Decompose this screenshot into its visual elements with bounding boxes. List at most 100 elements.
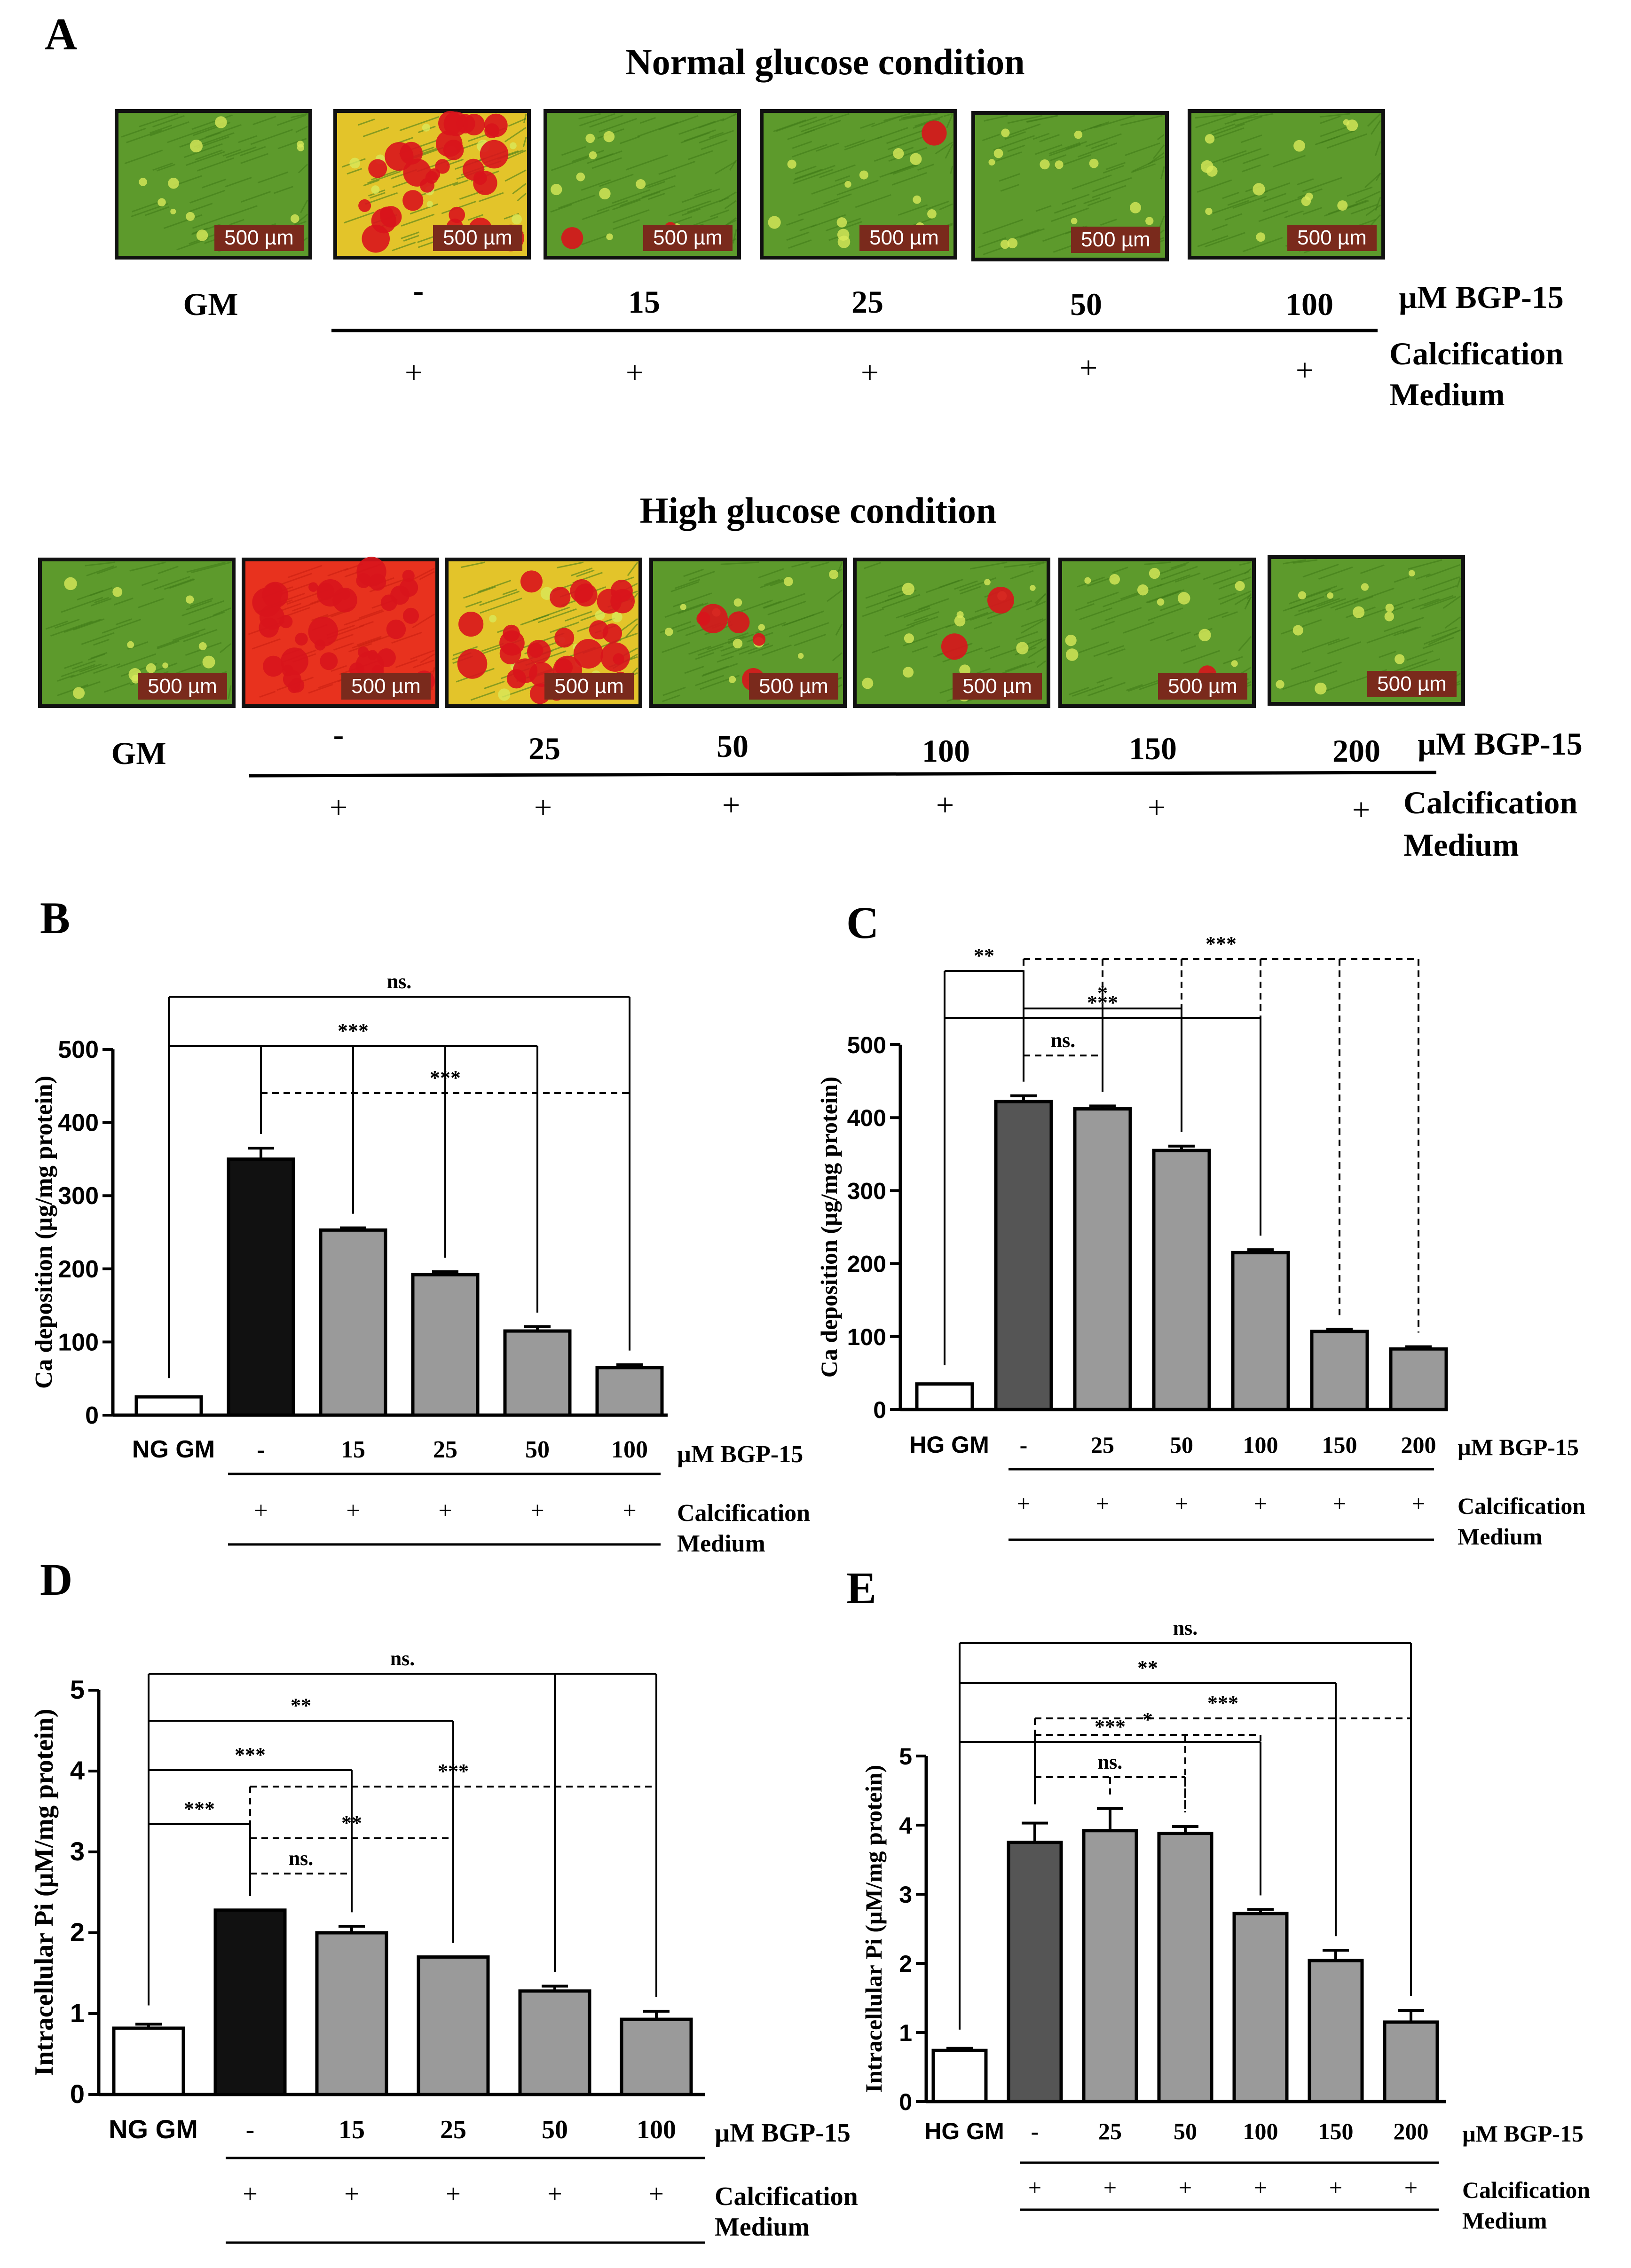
significance-label: * — [1097, 982, 1108, 1005]
cell-streak — [195, 150, 223, 160]
medium-plus: + — [1412, 1490, 1425, 1517]
cell-streak — [625, 623, 638, 638]
yellow-spot — [1276, 680, 1284, 689]
cell-streak — [720, 561, 759, 565]
significance-label: *** — [1087, 991, 1118, 1014]
cell-streak — [558, 194, 596, 209]
high-plus: + — [936, 787, 954, 823]
cell-streak — [238, 135, 258, 143]
yellow-spot — [1346, 119, 1358, 131]
cell-streak — [823, 193, 852, 205]
bar — [994, 1100, 1053, 1411]
cell-streak — [739, 643, 770, 655]
cell-streak — [164, 578, 194, 590]
cell-streak — [717, 655, 734, 663]
normal-plus: + — [861, 354, 879, 390]
cell-streak — [182, 629, 218, 643]
yellow-spot — [1065, 634, 1077, 646]
significance-label: *** — [1207, 1692, 1238, 1715]
yellow-spot — [636, 179, 646, 189]
cell-streak — [835, 175, 850, 182]
significance-label: ** — [291, 1694, 311, 1717]
cell-streak — [613, 219, 640, 230]
high-treatment-label: 100 — [922, 733, 970, 769]
cell-streak — [662, 642, 690, 653]
yellow-spot — [1292, 625, 1303, 636]
cell-streak — [308, 684, 333, 694]
cell-streak — [186, 561, 226, 573]
medium-plus: + — [346, 1497, 360, 1524]
normal-plus: + — [626, 354, 644, 390]
cell-streak — [999, 173, 1020, 182]
cell-streak — [277, 138, 307, 150]
cell-streak — [640, 117, 656, 124]
yellow-spot — [1055, 160, 1064, 169]
cell-streak — [225, 177, 252, 188]
cell-streak — [1131, 163, 1156, 173]
cell-streak — [985, 646, 1001, 653]
normal-medium-label: Medium — [1389, 377, 1505, 412]
category-label: HG GM — [924, 2118, 1004, 2144]
cell-streak — [699, 130, 734, 144]
cell-streak — [1213, 200, 1249, 214]
cell-streak — [1393, 598, 1415, 607]
cell-streak — [595, 153, 614, 161]
cell-streak — [576, 569, 595, 577]
category-label: NG GM — [109, 2114, 198, 2144]
significance-label: ns. — [390, 1647, 415, 1670]
yellow-spot — [1408, 570, 1415, 577]
significance-label: ns. — [1098, 1750, 1123, 1773]
bar — [134, 1395, 203, 1417]
cell-streak — [1166, 631, 1191, 642]
cell-streak — [55, 618, 80, 629]
yellow-spot — [787, 159, 796, 169]
calcium-nodule — [484, 123, 500, 139]
yellow-spot — [1016, 642, 1029, 654]
significance-label: *** — [184, 1797, 215, 1820]
cell-streak — [1291, 662, 1311, 670]
cell-streak — [78, 681, 101, 690]
cell-streak — [1265, 182, 1291, 193]
calcium-nodule — [308, 616, 339, 647]
bar — [1383, 2020, 1439, 2103]
yellow-spot — [551, 184, 562, 196]
yellow-spot — [297, 144, 305, 151]
cell-streak — [954, 580, 978, 590]
cell-streak — [715, 160, 737, 174]
cell-streak — [401, 213, 435, 227]
cell-streak — [45, 620, 68, 630]
cell-streak — [250, 129, 293, 145]
micrograph-image: 500 µm — [115, 109, 312, 260]
medium-plus: + — [1028, 2174, 1041, 2201]
cell-streak — [906, 617, 929, 627]
cell-streak — [816, 142, 839, 152]
calcium-nodule — [499, 630, 525, 656]
cell-streak — [1316, 598, 1340, 607]
yellow-spot — [768, 216, 781, 229]
yellow-spot — [988, 159, 995, 166]
cell-streak — [1004, 561, 1044, 568]
cell-streak — [280, 573, 312, 585]
cell-streak — [791, 561, 810, 568]
calcium-nodule — [443, 140, 464, 160]
cell-streak — [672, 216, 692, 225]
medium-plus: + — [1175, 1490, 1188, 1517]
cell-streak — [911, 616, 938, 627]
y-tick-label: 2 — [899, 1951, 912, 1977]
medium-plus: + — [1017, 1490, 1030, 1517]
high-plus: + — [1352, 792, 1370, 827]
cell-streak — [855, 194, 891, 208]
calcium-nodule — [399, 578, 418, 597]
cell-streak — [124, 150, 163, 165]
cell-streak — [392, 242, 416, 252]
micrograph-image: 500 µm — [971, 111, 1169, 261]
cell-streak — [1222, 656, 1243, 665]
cell-streak — [228, 205, 258, 217]
cell-streak — [1326, 133, 1367, 149]
medium-label: Calcification — [715, 2182, 858, 2211]
cell-streak — [1079, 607, 1112, 621]
cell-streak — [138, 598, 164, 608]
cell-streak — [879, 162, 922, 178]
cell-streak — [1160, 166, 1165, 180]
bar — [1310, 1330, 1369, 1411]
